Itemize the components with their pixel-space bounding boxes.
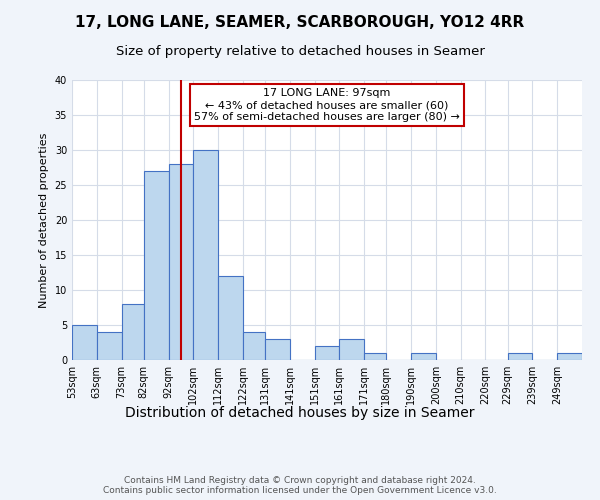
Text: Distribution of detached houses by size in Seamer: Distribution of detached houses by size …	[125, 406, 475, 419]
Bar	[314, 346, 340, 360]
Bar	[72, 325, 97, 360]
Bar	[97, 332, 122, 360]
Bar	[265, 339, 290, 360]
Text: 17, LONG LANE, SEAMER, SCARBOROUGH, YO12 4RR: 17, LONG LANE, SEAMER, SCARBOROUGH, YO12…	[76, 15, 524, 30]
Y-axis label: Number of detached properties: Number of detached properties	[39, 132, 49, 308]
Bar	[557, 353, 582, 360]
Text: Size of property relative to detached houses in Seamer: Size of property relative to detached ho…	[116, 45, 484, 58]
Bar	[122, 304, 144, 360]
Bar	[218, 276, 243, 360]
Bar	[243, 332, 265, 360]
Bar	[340, 339, 364, 360]
Bar	[169, 164, 193, 360]
Bar	[364, 353, 386, 360]
Bar	[411, 353, 436, 360]
Bar	[144, 171, 169, 360]
Bar	[193, 150, 218, 360]
Text: Contains HM Land Registry data © Crown copyright and database right 2024.
Contai: Contains HM Land Registry data © Crown c…	[103, 476, 497, 495]
Text: 17 LONG LANE: 97sqm
← 43% of detached houses are smaller (60)
57% of semi-detach: 17 LONG LANE: 97sqm ← 43% of detached ho…	[194, 88, 460, 122]
Bar	[508, 353, 532, 360]
